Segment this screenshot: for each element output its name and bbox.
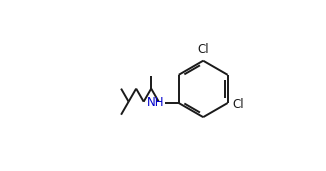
- Text: Cl: Cl: [233, 98, 244, 111]
- Text: Cl: Cl: [197, 43, 209, 56]
- Text: NH: NH: [147, 96, 164, 109]
